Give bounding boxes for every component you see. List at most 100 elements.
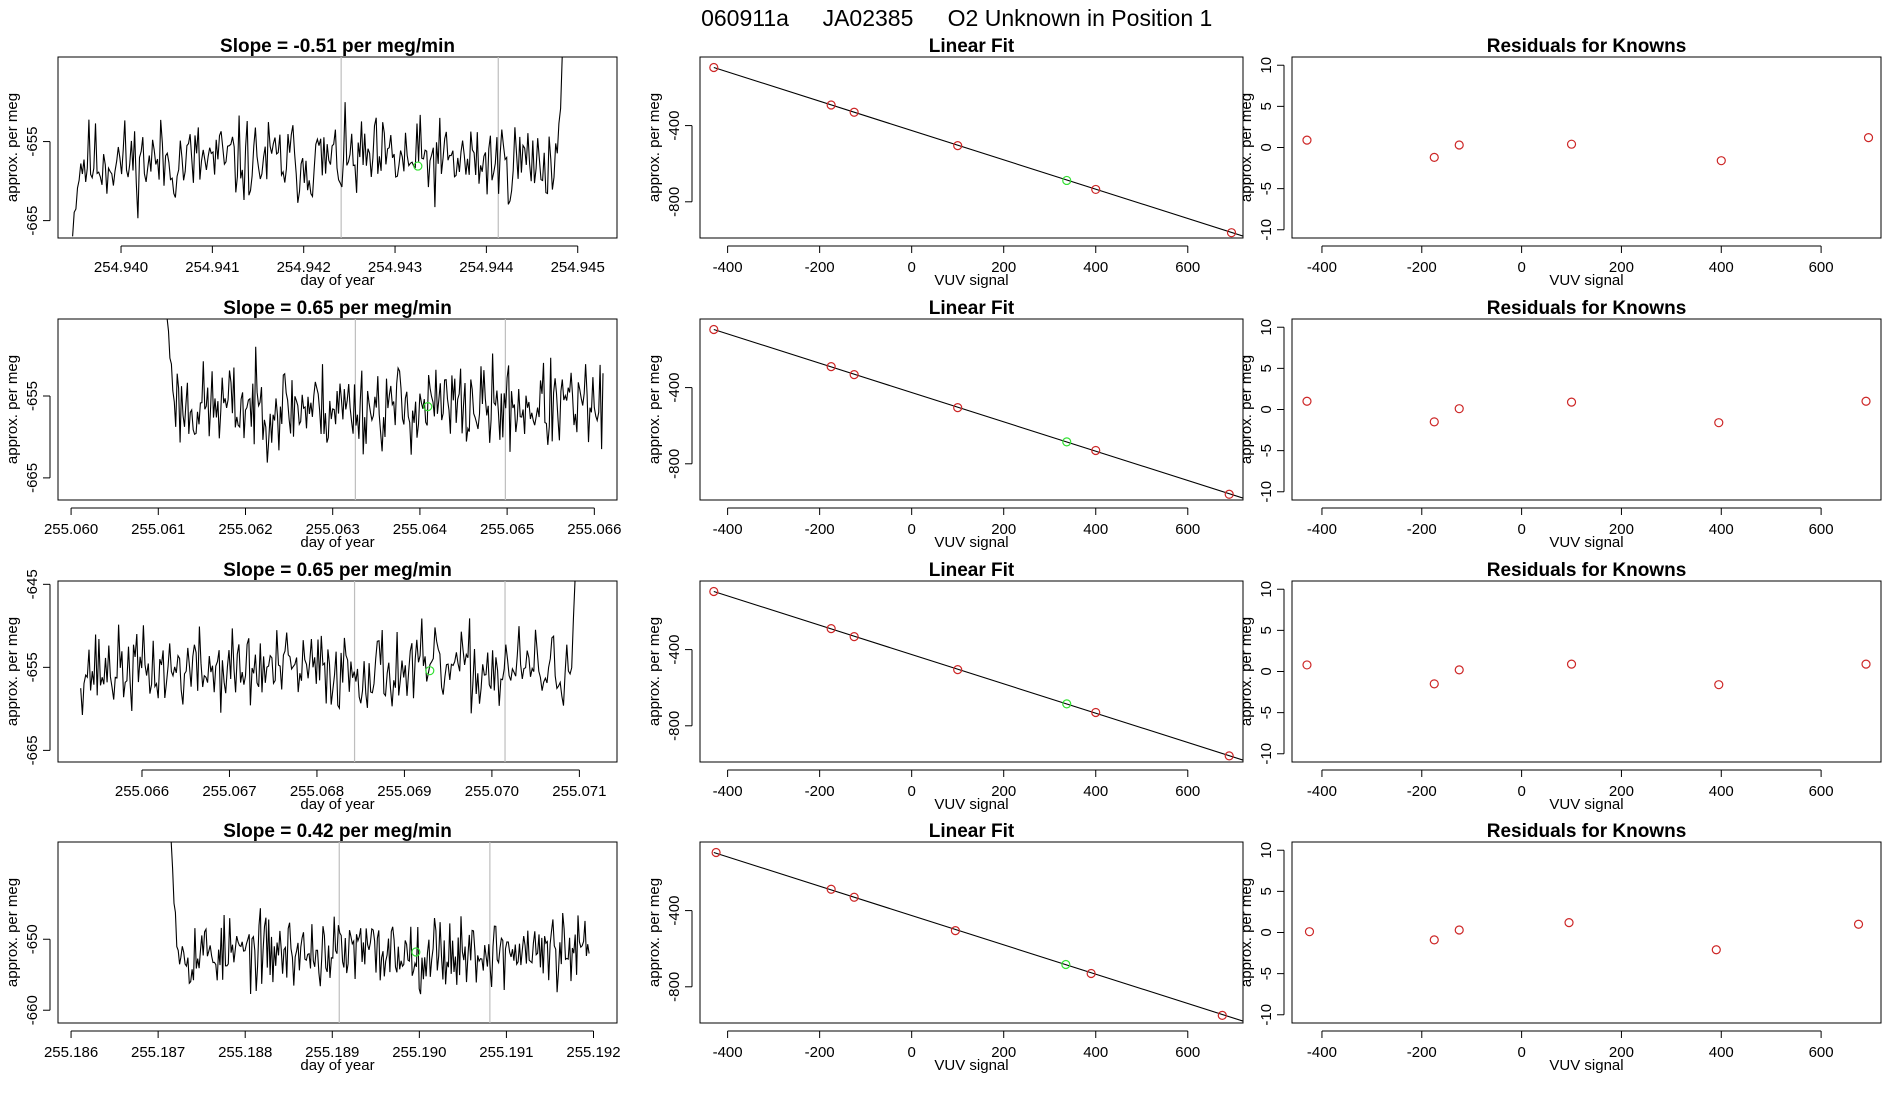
x-tick-label: 255.187 [131, 1044, 185, 1061]
known-point [1853, 919, 1864, 929]
y-tick-label: -800 [666, 972, 683, 1002]
y-tick-label: -5 [1258, 444, 1275, 457]
signal-trace [72, 57, 563, 237]
panel-r3-c2: Linear Fit -400 -200 0 200 400 600 VUV signal -4… [646, 560, 1244, 813]
y-tick-label: 10 [1258, 57, 1275, 74]
y-tick-label: 0 [1258, 143, 1275, 151]
plot-area [1304, 918, 1864, 955]
y-tick-label: 10 [1258, 319, 1275, 336]
panel-r1-c3: Residuals for Knowns -400 -200 0 200 400 600 VU… [1238, 36, 1882, 289]
x-axis-label: VUV signal [934, 1057, 1008, 1074]
y-tick-label: 10 [1258, 581, 1275, 598]
known-point [826, 362, 836, 372]
panel-r4-c3: Residuals for Knowns -400 -200 0 200 400 600 VU… [1238, 821, 1882, 1074]
plot-frame [1291, 841, 1882, 1024]
x-tick-label: 255.191 [479, 1044, 533, 1061]
x-tick-label: 255.070 [465, 783, 519, 800]
panel-r2-c3: Residuals for Knowns -400 -200 0 200 400 600 VU… [1238, 298, 1882, 551]
plot-frame [1291, 580, 1882, 763]
x-tick-label: 0 [1517, 521, 1525, 538]
known-point [953, 664, 963, 675]
x-tick-label: 0 [908, 783, 916, 800]
x-tick-label: 400 [1083, 1044, 1108, 1061]
y-tick-label: -10 [1258, 481, 1275, 503]
known-point [1429, 679, 1439, 689]
panel-title: Linear Fit [929, 36, 1015, 57]
x-tick-label: 600 [1175, 1044, 1200, 1061]
known-point [1226, 228, 1237, 238]
unknown-point [1062, 437, 1072, 447]
y-tick-label: -665 [24, 463, 41, 493]
y-tick-label: 10 [1258, 842, 1275, 859]
plot-area [170, 842, 590, 1023]
plot-frame [699, 56, 1244, 239]
x-tick-label: 400 [1709, 1044, 1734, 1061]
known-point [1454, 140, 1464, 150]
y-tick-label: -800 [666, 711, 683, 741]
y-axis-label: approx. per meg [646, 617, 663, 726]
known-point [711, 847, 721, 858]
known-point [1429, 152, 1439, 162]
unknown-point [413, 161, 423, 171]
y-tick-label: -650 [24, 924, 41, 954]
y-tick-label: -400 [666, 896, 683, 926]
x-tick-label: 200 [1609, 521, 1634, 538]
x-tick-label: -200 [1407, 521, 1437, 538]
known-point [709, 62, 719, 73]
known-point [1302, 135, 1312, 145]
unknown-point [425, 666, 435, 676]
plot-area [709, 586, 1243, 761]
y-tick-label: -400 [666, 373, 683, 403]
x-tick-label: 255.192 [566, 1044, 620, 1061]
panel-title: Slope = 0.65 per meg/min [223, 298, 452, 319]
plot-frame [1291, 318, 1882, 501]
x-tick-label: 255.068 [290, 783, 344, 800]
panel-r4-c1: Slope = 0.42 per meg/min 255.186 255.187 25… [4, 821, 621, 1074]
signal-trace [166, 319, 604, 463]
x-tick-label: 600 [1175, 783, 1200, 800]
x-tick-label: 0 [908, 1044, 916, 1061]
panel-grid: Slope = -0.51 per meg/min 254.940 254.941 2… [4, 36, 1882, 1074]
plot-area [72, 57, 563, 238]
y-tick-label: -645 [24, 569, 41, 599]
plot-frame [57, 318, 618, 501]
y-tick-label: -5 [1258, 706, 1275, 719]
x-axis-label: VUV signal [1549, 272, 1623, 289]
x-tick-label: 255.069 [377, 783, 431, 800]
known-point [1429, 417, 1439, 427]
known-point [849, 632, 859, 642]
signal-trace [80, 581, 576, 716]
panel-title: Linear Fit [929, 560, 1015, 581]
known-point [950, 925, 960, 936]
x-tick-label: 600 [1809, 1044, 1834, 1061]
known-point [1863, 133, 1874, 143]
x-tick-label: 400 [1083, 783, 1108, 800]
x-tick-label: 255.067 [202, 783, 256, 800]
unknown-point [1062, 699, 1072, 709]
y-tick-label: -655 [24, 652, 41, 682]
y-tick-label: 5 [1258, 364, 1275, 372]
y-tick-label: 5 [1258, 887, 1275, 895]
known-point [1086, 968, 1096, 979]
plot-area [80, 581, 576, 762]
y-axis-label: approx. per meg [4, 355, 21, 464]
panel-r1-c2: Linear Fit -400 -200 0 200 400 600 VUV signal -4… [646, 36, 1244, 289]
known-point [1224, 489, 1234, 499]
x-axis-label: VUV signal [1549, 534, 1623, 551]
plot-frame [699, 318, 1244, 501]
y-tick-label: 0 [1258, 928, 1275, 936]
x-tick-label: -200 [1407, 259, 1437, 276]
y-tick-label: -10 [1258, 219, 1275, 241]
x-tick-label: 254.945 [551, 259, 605, 276]
known-point [849, 107, 859, 117]
x-tick-label: 200 [991, 259, 1016, 276]
x-tick-label: -400 [1307, 783, 1337, 800]
y-axis-label: approx. per meg [4, 878, 21, 987]
plot-area [709, 62, 1243, 238]
fit-line [713, 328, 1243, 499]
known-point [1091, 184, 1101, 195]
x-tick-label: 0 [908, 521, 916, 538]
plot-area [709, 324, 1243, 499]
known-point [953, 140, 963, 151]
unknown-point [1061, 959, 1071, 970]
